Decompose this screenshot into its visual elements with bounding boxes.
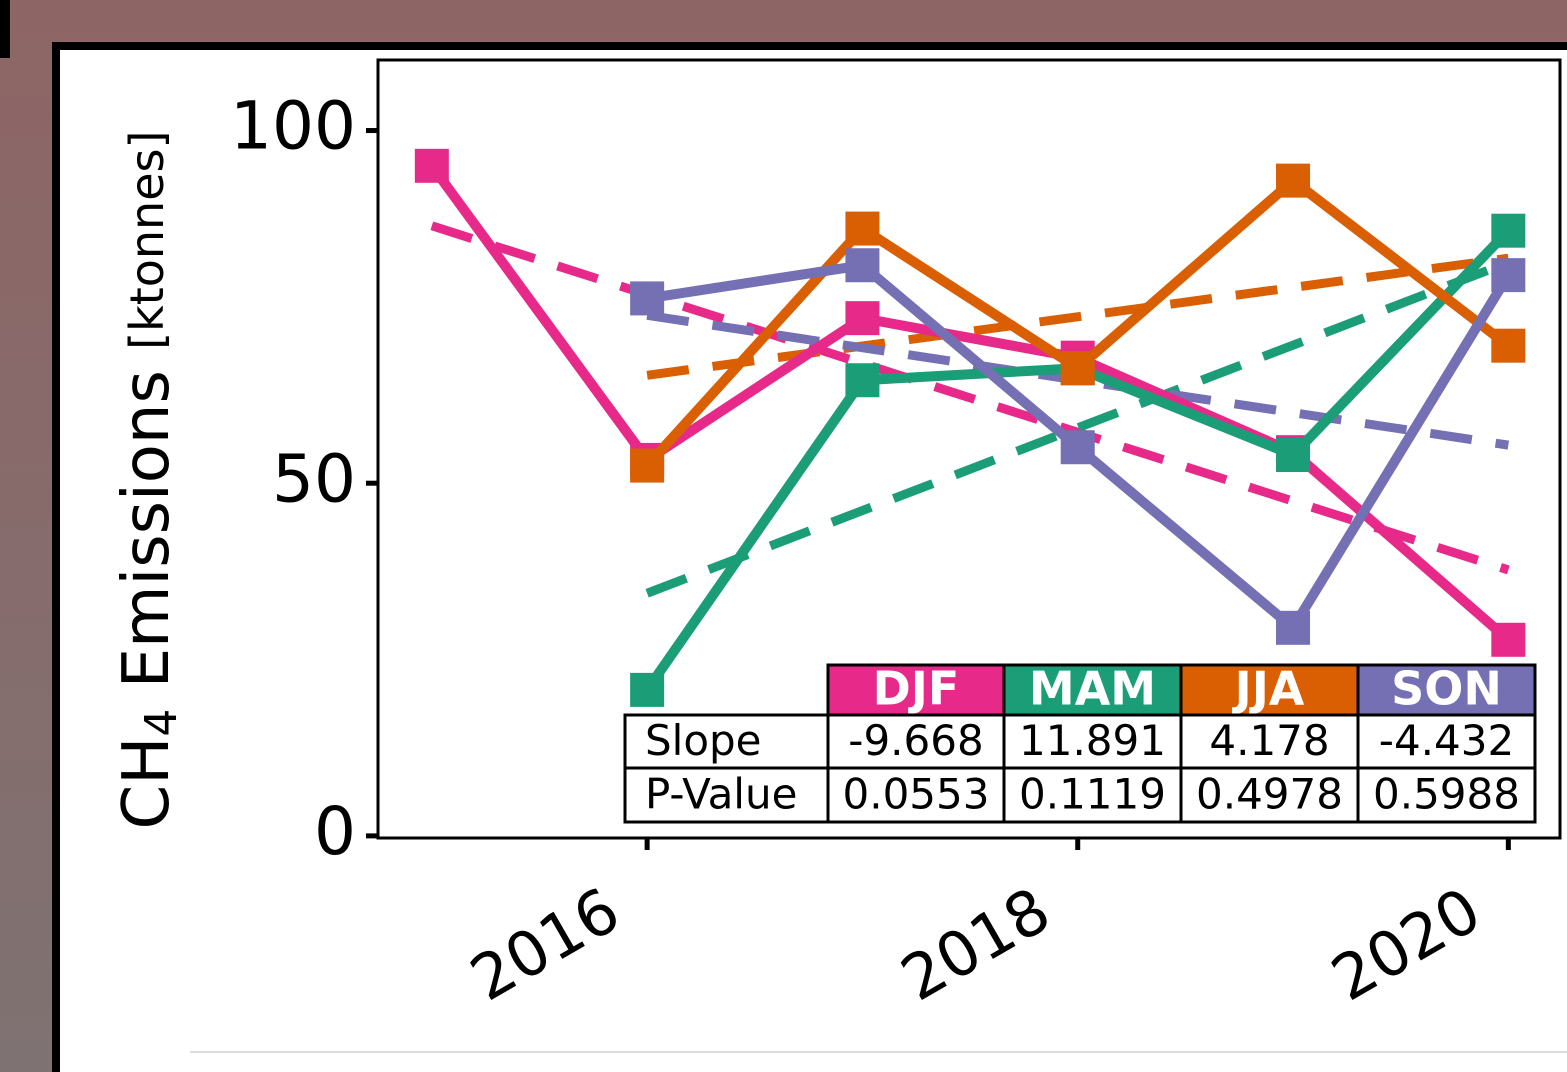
legend-label: DJF (873, 662, 960, 716)
marker (1276, 437, 1311, 472)
plot-frame (376, 58, 1562, 840)
marker (630, 281, 665, 316)
y-tick-label: 0 (314, 793, 356, 870)
table-cell (1002, 766, 1183, 824)
marker (845, 363, 880, 398)
stats-table: DJF MAM JJA SON Slope -9.668 11.891 4.178 -4.432… (623, 662, 1537, 824)
marker (1276, 163, 1311, 198)
y-tick-label: 50 (272, 440, 356, 517)
table-value: 0.1119 (1019, 770, 1166, 819)
series-line (427, 162, 1512, 644)
marker (845, 211, 880, 246)
y-axis-label: CH4 Emissions [ktonnes] (110, 131, 187, 830)
y-label-main: CH (110, 737, 184, 830)
table-header-cell (1002, 663, 1183, 717)
y-tick-label: 100 (230, 88, 356, 165)
table-header-cell (1356, 663, 1537, 717)
row-label: Slope (645, 716, 762, 765)
trend-line (430, 221, 1510, 575)
marker (630, 672, 665, 707)
trend-line (646, 253, 1509, 380)
marker (1491, 258, 1526, 293)
table-header-cell (826, 663, 1006, 717)
marker (630, 448, 665, 483)
y-label-unit: [ktonnes] (120, 131, 174, 350)
table-value: 0.5988 (1373, 770, 1520, 819)
legend-label: MAM (1029, 662, 1156, 716)
marker (1276, 610, 1311, 645)
y-label-rest: Emissions (110, 350, 184, 709)
marker (845, 301, 880, 336)
table-value: 0.4978 (1196, 770, 1343, 819)
table-cell (826, 766, 1006, 824)
marker (414, 148, 449, 183)
table-cell (1356, 766, 1537, 824)
panel (52, 42, 1567, 1072)
table-value: -4.432 (1379, 716, 1514, 765)
table-value: 0.0553 (843, 770, 990, 819)
table-value: -9.668 (848, 716, 983, 765)
marker (1060, 351, 1095, 386)
table-cell (826, 713, 1006, 770)
table-cell (1179, 766, 1360, 824)
marker (1060, 430, 1095, 465)
y-label-sub: 4 (136, 709, 187, 737)
legend-label: SON (1391, 662, 1502, 716)
table-value: 11.891 (1019, 716, 1166, 765)
corner-mark (0, 0, 10, 58)
marker (1491, 213, 1526, 248)
marker (845, 248, 880, 283)
legend-label: JJA (1232, 662, 1305, 716)
row-label: P-Value (645, 770, 797, 819)
marker (1491, 328, 1526, 363)
marker (1491, 622, 1526, 657)
trend-line (645, 258, 1510, 598)
table-value: 4.178 (1209, 716, 1329, 765)
plot (414, 148, 1526, 707)
